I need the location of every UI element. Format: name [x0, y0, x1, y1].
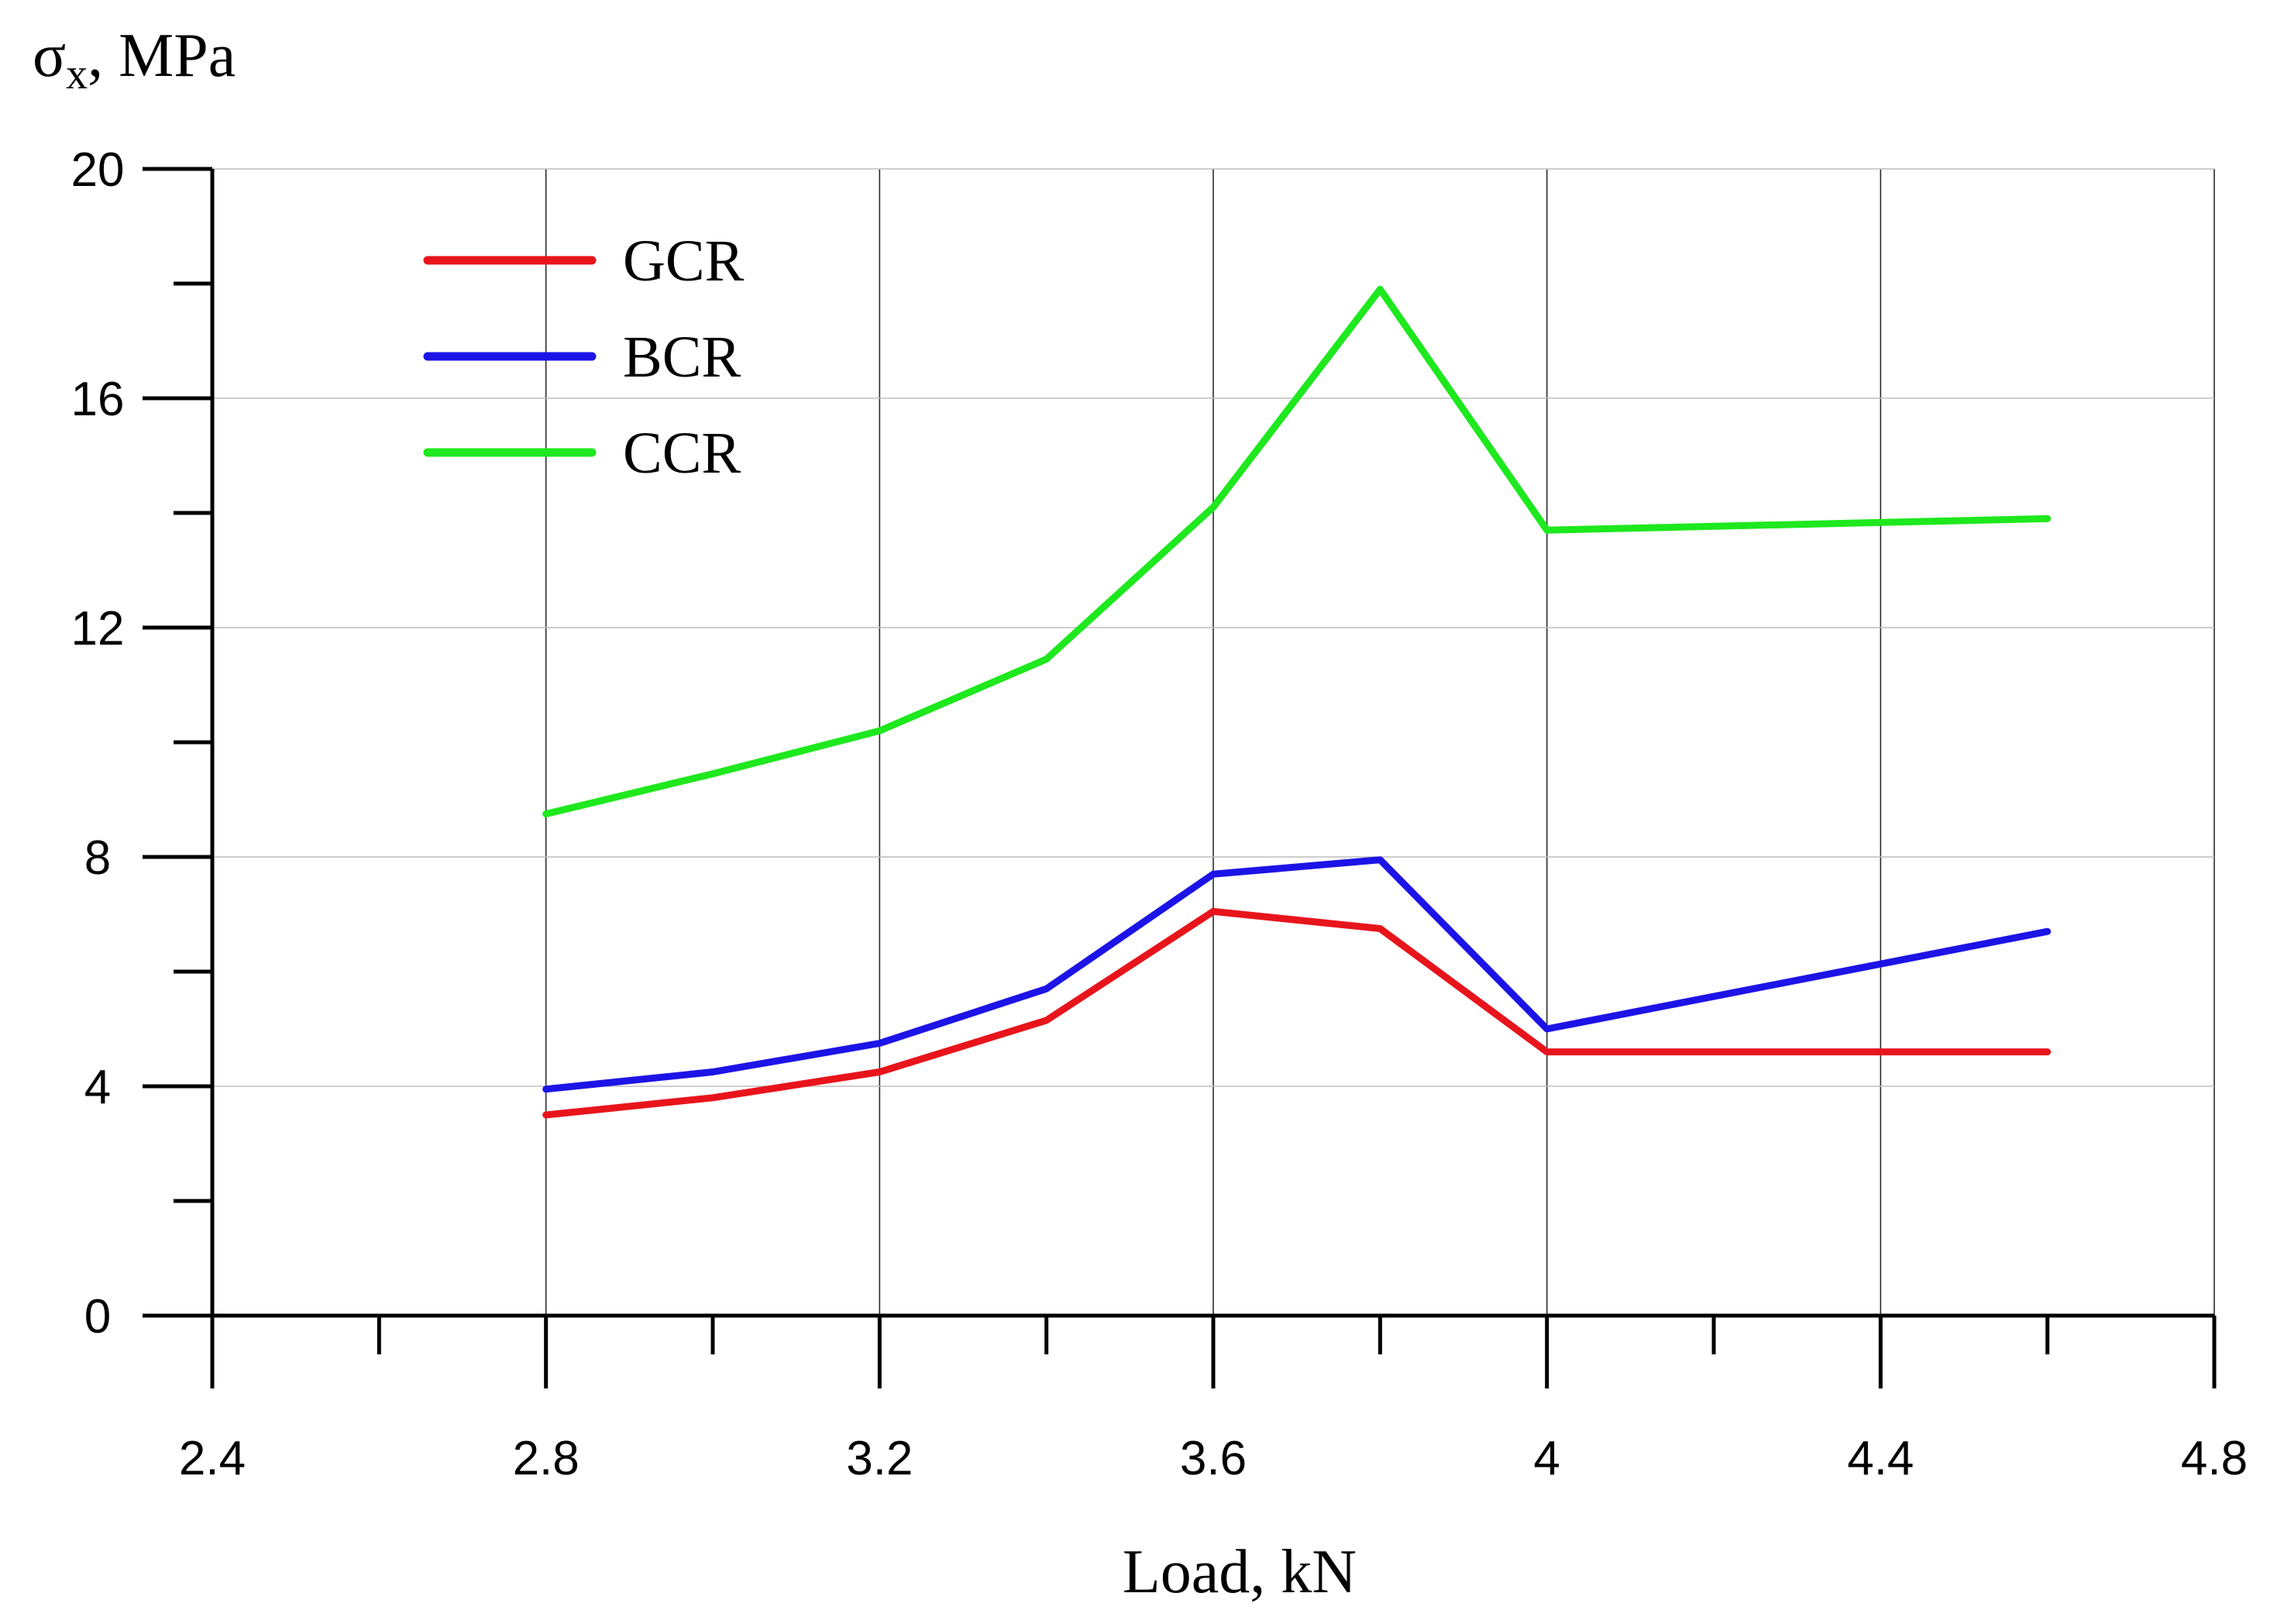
x-tick-label: 2.4 — [179, 1432, 246, 1485]
x-tick-label: 2.8 — [513, 1432, 580, 1485]
series-line-bcr — [542, 856, 2052, 1093]
legend: GCR BCR CCR — [423, 229, 745, 486]
series-line-gcr — [542, 907, 2052, 1119]
axes — [143, 169, 2214, 1318]
y-tick-label: 0 — [84, 1290, 111, 1344]
tick-labels: 0 4 8 12 16 20 2.4 2.8 3.2 3.6 4 4.4 4.8 — [71, 143, 2248, 1485]
y-axis-title-symbol: σ — [33, 22, 66, 90]
x-tick-label: 4.8 — [2181, 1432, 2248, 1485]
y-tick-label: 4 — [84, 1061, 111, 1114]
y-tick-label: 12 — [71, 602, 125, 655]
y-axis-title-unit: , MPa — [88, 22, 236, 90]
grid-lines — [212, 168, 2215, 1316]
y-tick-label: 20 — [71, 143, 125, 197]
x-tick-label: 4 — [1533, 1432, 1560, 1485]
y-tick-label: 16 — [71, 373, 125, 426]
series-line-ccr — [542, 285, 2052, 817]
legend-label-ccr: CCR — [623, 421, 741, 486]
y-axis-title-subscript: x — [66, 50, 88, 98]
y-tick-label: 8 — [84, 831, 111, 885]
x-tick-label: 4.4 — [1847, 1432, 1914, 1485]
data-series — [542, 285, 2052, 1119]
x-tick-label: 3.2 — [846, 1432, 913, 1485]
y-axis-title: σx, MPa — [33, 22, 236, 98]
legend-label-gcr: GCR — [623, 229, 745, 294]
x-tick-label: 3.6 — [1180, 1432, 1247, 1485]
axis-ticks — [143, 167, 2217, 1388]
x-axis-title: Load, kN — [1123, 1538, 1357, 1606]
legend-label-bcr: BCR — [623, 325, 741, 390]
